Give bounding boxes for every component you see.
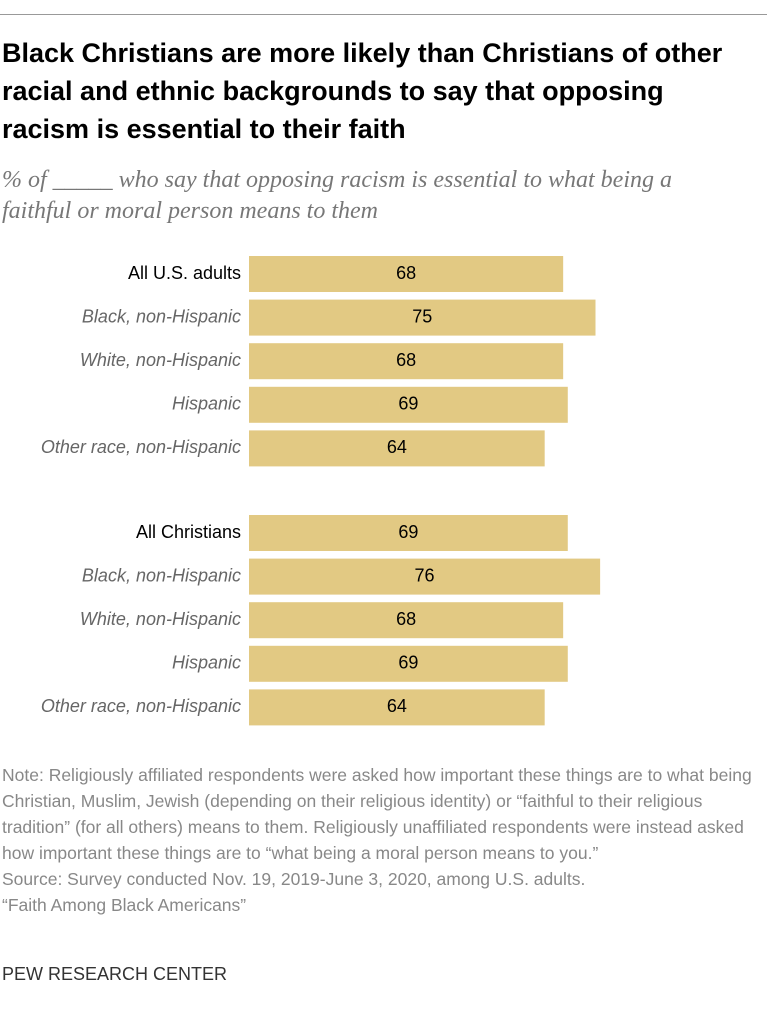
- bar: [249, 256, 564, 292]
- note: Note: Religiously affiliated respondents…: [2, 765, 752, 863]
- value-label: 69: [398, 522, 418, 542]
- category-label: Other race, non-Hispanic: [41, 696, 241, 716]
- category-label: Black, non-Hispanic: [82, 306, 241, 326]
- bar: [249, 689, 545, 726]
- notes: Note: Religiously affiliated respondents…: [2, 762, 757, 918]
- category-label: White, non-Hispanic: [80, 350, 241, 370]
- value-label: 76: [415, 565, 435, 585]
- category-label: All U.S. adults: [128, 263, 241, 283]
- category-label: All Christians: [136, 522, 241, 542]
- brand: PEW RESEARCH CENTER: [2, 964, 228, 984]
- chart-title: Black Christians are more likely than Ch…: [2, 38, 723, 144]
- value-label: 68: [396, 350, 416, 370]
- bar: [249, 430, 545, 467]
- chart: All U.S. adults 68 Black, non-Hispanic 75 Wh…: [41, 256, 601, 726]
- chart-subtitle: % of _____ who say that opposing racism …: [2, 167, 672, 224]
- value-label: 64: [387, 437, 407, 457]
- value-label: 64: [387, 696, 407, 716]
- category-label: Black, non-Hispanic: [82, 565, 241, 585]
- bar: [249, 515, 568, 551]
- value-label: 75: [412, 306, 432, 326]
- bar: [249, 558, 601, 595]
- category-label: White, non-Hispanic: [80, 609, 241, 629]
- bar: [249, 645, 568, 682]
- category-label: Other race, non-Hispanic: [41, 437, 241, 457]
- bar: [249, 602, 564, 639]
- report: “Faith Among Black Americans”: [2, 895, 247, 915]
- value-label: 69: [398, 394, 418, 414]
- value-label: 68: [396, 609, 416, 629]
- top-rule: [0, 14, 767, 15]
- bar: [249, 343, 564, 380]
- value-label: 69: [398, 653, 418, 673]
- bar: [249, 299, 596, 336]
- value-label: 68: [396, 263, 416, 283]
- category-label: Hispanic: [172, 394, 241, 414]
- category-label: Hispanic: [172, 653, 241, 673]
- source: Source: Survey conducted Nov. 19, 2019-J…: [2, 869, 586, 889]
- bar: [249, 386, 568, 423]
